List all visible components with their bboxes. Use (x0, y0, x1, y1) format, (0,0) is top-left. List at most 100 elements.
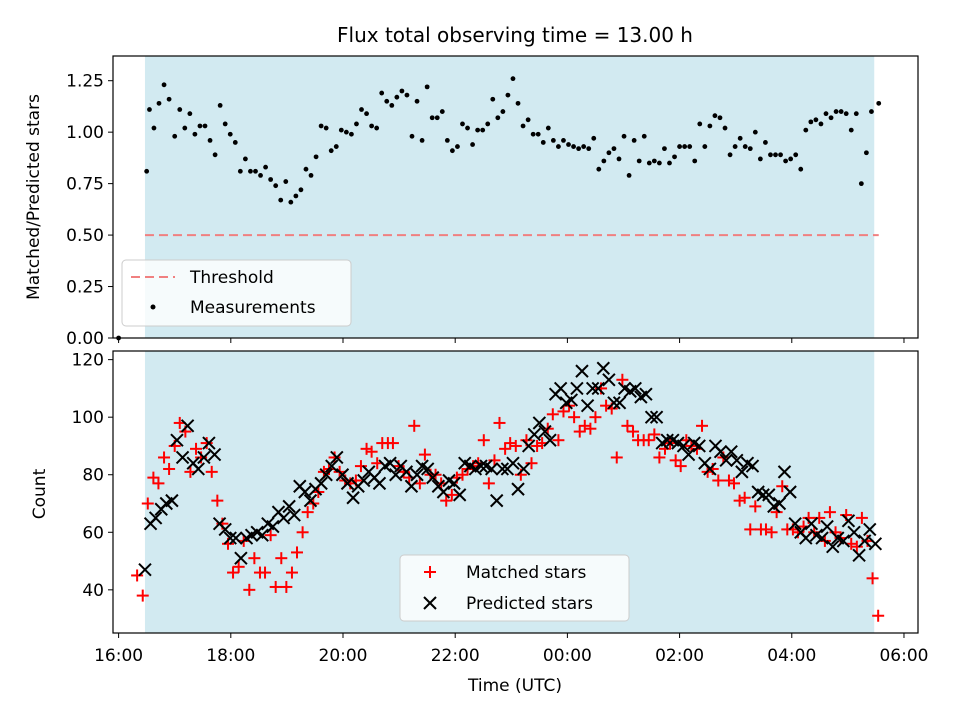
predicted-star-point (564, 393, 579, 407)
measurement-point (757, 156, 763, 162)
measurement-point (394, 94, 400, 100)
predicted-star-point (330, 450, 344, 465)
predicted-star-point (820, 519, 834, 534)
predicted-stars-legend-swatch (423, 596, 437, 610)
predicted-stars-legend-label: Predicted stars (466, 594, 593, 614)
matched-star-point (525, 457, 538, 470)
measurement-point (763, 140, 768, 145)
matched-star-point (759, 523, 772, 536)
predicted-star-point (495, 462, 510, 476)
bottom-x-axis-label: Time (UTC) (467, 676, 562, 696)
matched-star-point (328, 451, 341, 464)
measurement-point (354, 121, 359, 127)
measurement-point (596, 166, 602, 172)
measurement-point (591, 135, 597, 141)
measurement-point (212, 152, 218, 158)
measurement-point (768, 152, 773, 158)
measurement-point (192, 131, 198, 137)
measurement-point (343, 129, 349, 135)
predicted-star-point (804, 516, 819, 531)
measurement-point (465, 125, 470, 131)
predicted-star-point (170, 433, 184, 447)
matched-star-point (136, 589, 149, 602)
measurement-point (313, 154, 319, 160)
matched-star-point (627, 425, 640, 438)
top-panel: Flux total observing time = 13.00 h 0.00… (24, 23, 919, 349)
measurement-point (737, 135, 743, 141)
matched-stars-legend-label: Matched stars (466, 563, 586, 583)
measurement-point (248, 168, 253, 174)
matched-star-point (509, 439, 522, 452)
matched-star-point (200, 437, 213, 450)
measurement-point (646, 160, 652, 166)
matched-star-point (722, 474, 735, 487)
measurement-point (656, 160, 662, 166)
matched-star-point (712, 474, 725, 487)
measurement-point (384, 98, 390, 104)
measurement-point (217, 103, 223, 108)
top-y-axis-label: Matched/Predicted stars (24, 94, 44, 300)
predicted-star-point (868, 537, 883, 551)
matched-star-point (749, 500, 762, 513)
measurement-point (692, 158, 698, 164)
matched-star-point (456, 468, 469, 481)
predicted-star-point (799, 531, 813, 545)
measurement-point (626, 172, 632, 178)
matched-star-point (365, 445, 378, 458)
measurement-point (662, 146, 667, 152)
predicted-star-point (207, 447, 222, 462)
matched-star-point (285, 566, 298, 579)
matched-star-point (477, 434, 490, 447)
predicted-star-point (521, 439, 536, 453)
predicted-star-point (847, 525, 861, 539)
matched-star-point (499, 442, 512, 455)
measurement-point (752, 129, 758, 135)
measurement-point (545, 125, 551, 131)
matched-star-point (872, 609, 885, 622)
measurement-point (697, 121, 703, 127)
measurement-point (707, 123, 713, 129)
bottom-x-tick-label: 16:00 (94, 646, 143, 666)
predicted-star-point (180, 419, 195, 433)
predicted-star-point (676, 439, 691, 453)
matched-star-point (205, 465, 218, 478)
measurement-point (409, 133, 415, 139)
predicted-star-point (234, 551, 248, 565)
predicted-star-point (858, 534, 872, 548)
measurement-point (611, 146, 617, 152)
measurement-point (525, 117, 531, 123)
top-y-tick-label: 1.25 (66, 72, 104, 92)
matched-star-point (211, 494, 224, 507)
predicted-star-point (538, 424, 552, 439)
measurement-point (773, 152, 778, 158)
measurement-point (374, 125, 380, 131)
measurement-point (258, 172, 263, 178)
predicted-star-point (826, 539, 840, 554)
measurement-point (424, 84, 430, 90)
measurement-point (298, 187, 304, 193)
measurement-point (833, 109, 839, 114)
measurement-point (144, 168, 150, 174)
measurement-point (530, 131, 536, 137)
measurement-point (687, 144, 693, 149)
measurement-point (722, 125, 728, 131)
matched-star-point (669, 454, 682, 467)
measurements-legend-label: Measurements (190, 298, 316, 318)
bottom-x-tick-label: 06:00 (879, 646, 928, 666)
top-y-tick-label: 0.50 (66, 226, 104, 246)
predicted-star-point (607, 396, 621, 410)
predicted-star-point (474, 459, 488, 473)
measurement-point (843, 111, 849, 117)
matched-star-point (418, 448, 431, 461)
measurement-point (495, 115, 501, 121)
measurement-point (242, 156, 248, 162)
measurement-point (475, 127, 481, 133)
measurement-point (182, 125, 188, 131)
predicted-star-point (298, 485, 312, 499)
predicted-star-point (148, 511, 163, 525)
predicted-star-point (516, 462, 531, 476)
measurement-point (712, 113, 718, 119)
matched-star-point (648, 428, 661, 441)
predicted-star-point (223, 531, 237, 545)
predicted-star-point (175, 450, 190, 465)
